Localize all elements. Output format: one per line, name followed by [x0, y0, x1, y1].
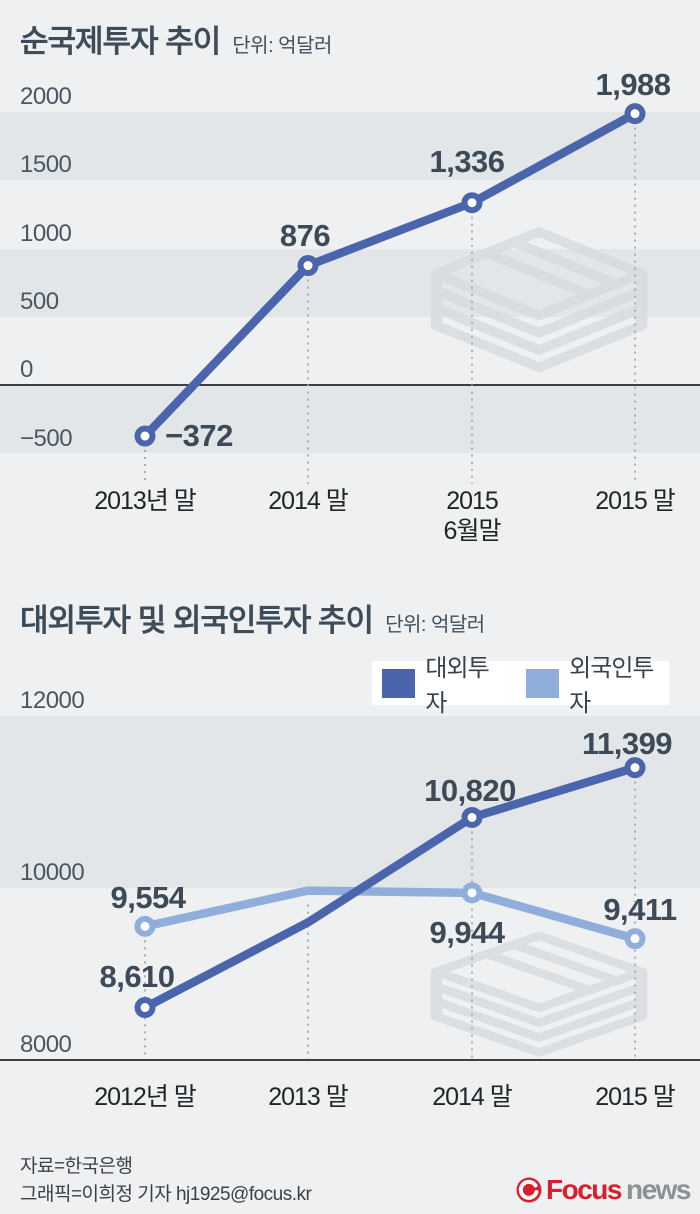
chart2-legend: 대외투자 외국인투자	[372, 655, 669, 717]
y-axis-tick-label: 0	[20, 356, 33, 384]
grid-band	[0, 112, 700, 181]
x-axis-label: 2013년 말	[94, 487, 197, 515]
x-axis-label: 2012년 말	[94, 1083, 197, 1111]
data-point-label: 10,820	[424, 773, 516, 809]
data-point-marker	[624, 928, 646, 950]
y-axis-tick-label: 500	[20, 287, 59, 315]
x-axis-label: 2014 말	[432, 1083, 513, 1111]
y-axis-tick-label: 1000	[20, 219, 72, 247]
axis-baseline	[0, 384, 700, 387]
y-axis-tick-label: 2000	[20, 83, 72, 110]
chart1-unit-label: 단위: 억달러	[232, 35, 332, 57]
data-point-label: 9,554	[110, 880, 186, 916]
data-point-marker	[461, 192, 483, 214]
chart2-title: 대외투자 및 외국인투자 추이	[20, 603, 374, 638]
chart1-header: 순국제투자 추이 단위: 억달러	[20, 16, 332, 61]
chart2-unit-label: 단위: 억달러	[385, 614, 485, 636]
data-point-label: 876	[279, 217, 331, 253]
y-axis-tick-label: 10000	[20, 859, 85, 886]
chart1-title: 순국제투자 추이	[20, 24, 221, 59]
data-point-label: 1,988	[595, 66, 671, 102]
data-point-label: 8,610	[99, 958, 175, 994]
data-point-label: 9,944	[429, 914, 505, 950]
legend-label-oegugin: 외국인투자	[569, 655, 654, 717]
x-axis-label: 2015 말	[595, 487, 676, 515]
data-point-label: 9,411	[603, 891, 677, 927]
data-point-label: −372	[165, 418, 233, 453]
axis-baseline	[0, 1059, 700, 1061]
y-axis-tick-label: 1500	[20, 151, 72, 179]
y-axis-tick-label: −500	[20, 424, 73, 452]
data-point-label: 1,336	[429, 143, 505, 179]
data-point-marker	[134, 997, 156, 1019]
x-axis-label: 2015 말	[595, 1083, 676, 1111]
chart2-header: 대외투자 및 외국인투자 추이 단위: 억달러	[20, 595, 485, 640]
grid-band	[0, 248, 700, 317]
focusnews-logo: Focus news	[516, 1174, 692, 1206]
x-axis-label: 2013 말	[268, 1083, 349, 1111]
logo-text-focus: Focus	[546, 1174, 622, 1205]
focusnews-swirl-icon	[516, 1177, 542, 1203]
y-axis-tick-label: 12000	[20, 687, 85, 714]
legend-label-daeoe: 대외투자	[425, 655, 489, 717]
grid-band	[0, 385, 700, 454]
source-credit: 자료=한국은행	[20, 1156, 133, 1177]
graphic-credit: 그래픽=이희정 기자 hj1925@focus.kr	[20, 1184, 312, 1205]
logo-text-news: news	[625, 1174, 692, 1205]
data-point-label: 11,399	[581, 725, 673, 761]
y-axis-tick-label: 8000	[20, 1031, 72, 1058]
line-series	[140, 886, 640, 943]
legend-swatch-daeoe	[382, 668, 416, 698]
x-axis-label: 2014 말	[268, 487, 349, 515]
data-point-marker	[134, 915, 156, 937]
legend-swatch-oegugin	[526, 668, 560, 698]
x-axis-label: 2015 6월말	[443, 487, 502, 545]
